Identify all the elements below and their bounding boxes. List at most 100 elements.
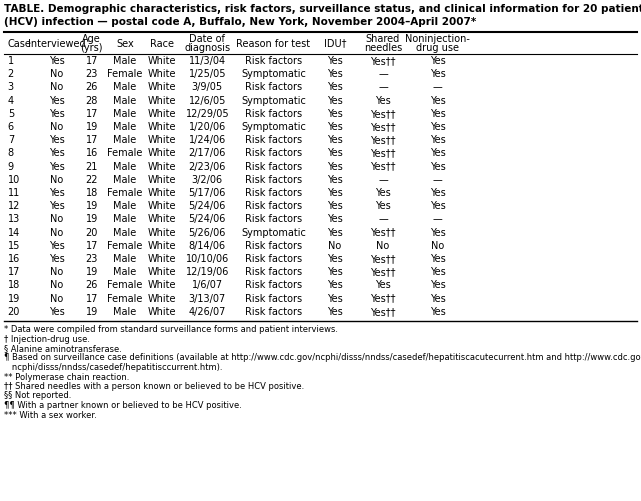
Text: White: White xyxy=(147,69,176,79)
Text: Yes: Yes xyxy=(327,188,343,198)
Text: Male: Male xyxy=(113,267,137,277)
Text: White: White xyxy=(147,267,176,277)
Text: Shared: Shared xyxy=(366,34,400,44)
Text: Yes††: Yes†† xyxy=(370,162,395,172)
Text: Male: Male xyxy=(113,109,137,119)
Text: 14: 14 xyxy=(8,227,20,237)
Text: No: No xyxy=(376,241,390,251)
Text: 11: 11 xyxy=(8,188,20,198)
Text: No: No xyxy=(50,122,63,132)
Text: 10: 10 xyxy=(8,175,20,185)
Text: Yes: Yes xyxy=(327,122,343,132)
Text: Yes††: Yes†† xyxy=(370,148,395,158)
Text: 19: 19 xyxy=(85,267,98,277)
Text: Yes: Yes xyxy=(327,56,343,66)
Text: (HCV) infection — postal code A, Buffalo, New York, November 2004–April 2007*: (HCV) infection — postal code A, Buffalo… xyxy=(4,17,476,27)
Text: Yes: Yes xyxy=(327,148,343,158)
Text: Case: Case xyxy=(8,39,31,49)
Text: 5/24/06: 5/24/06 xyxy=(188,214,226,224)
Text: 17: 17 xyxy=(85,241,98,251)
Text: Symptomatic: Symptomatic xyxy=(241,96,306,106)
Text: Risk factors: Risk factors xyxy=(245,254,302,264)
Text: 2: 2 xyxy=(8,69,14,79)
Text: 9: 9 xyxy=(8,162,14,172)
Text: Male: Male xyxy=(113,122,137,132)
Text: Risk factors: Risk factors xyxy=(245,162,302,172)
Text: 17: 17 xyxy=(85,109,98,119)
Text: 23: 23 xyxy=(85,254,98,264)
Text: White: White xyxy=(147,294,176,304)
Text: Yes: Yes xyxy=(430,96,445,106)
Text: Yes: Yes xyxy=(327,201,343,211)
Text: —: — xyxy=(378,175,388,185)
Text: White: White xyxy=(147,227,176,237)
Text: † Injection-drug use.: † Injection-drug use. xyxy=(4,335,90,344)
Text: White: White xyxy=(147,148,176,158)
Text: Yes: Yes xyxy=(430,281,445,291)
Text: Male: Male xyxy=(113,82,137,92)
Text: 1/24/06: 1/24/06 xyxy=(188,135,226,145)
Text: 19: 19 xyxy=(85,201,98,211)
Text: *** With a sex worker.: *** With a sex worker. xyxy=(4,410,97,419)
Text: Male: Male xyxy=(113,96,137,106)
Text: White: White xyxy=(147,281,176,291)
Text: Risk factors: Risk factors xyxy=(245,267,302,277)
Text: 19: 19 xyxy=(85,122,98,132)
Text: Yes††: Yes†† xyxy=(370,122,395,132)
Text: Symptomatic: Symptomatic xyxy=(241,227,306,237)
Text: 8: 8 xyxy=(8,148,14,158)
Text: 12/19/06: 12/19/06 xyxy=(186,267,229,277)
Text: Female: Female xyxy=(107,188,143,198)
Text: 20: 20 xyxy=(85,227,98,237)
Text: Risk factors: Risk factors xyxy=(245,82,302,92)
Text: 5/17/06: 5/17/06 xyxy=(188,188,226,198)
Text: Risk factors: Risk factors xyxy=(245,56,302,66)
Text: 4/26/07: 4/26/07 xyxy=(188,307,226,317)
Text: No: No xyxy=(50,267,63,277)
Text: Yes: Yes xyxy=(327,82,343,92)
Text: §§ Not reported.: §§ Not reported. xyxy=(4,391,71,400)
Text: Male: Male xyxy=(113,214,137,224)
Text: Yes: Yes xyxy=(375,281,391,291)
Text: 17: 17 xyxy=(85,135,98,145)
Text: 6: 6 xyxy=(8,122,14,132)
Text: White: White xyxy=(147,96,176,106)
Text: Yes: Yes xyxy=(327,294,343,304)
Text: Yes: Yes xyxy=(327,162,343,172)
Text: Yes††: Yes†† xyxy=(370,254,395,264)
Text: No: No xyxy=(50,175,63,185)
Text: Yes: Yes xyxy=(430,267,445,277)
Text: White: White xyxy=(147,201,176,211)
Text: 1: 1 xyxy=(8,56,14,66)
Text: 17: 17 xyxy=(85,56,98,66)
Text: § Alanine aminotransferase.: § Alanine aminotransferase. xyxy=(4,344,122,353)
Text: Yes: Yes xyxy=(49,148,64,158)
Text: Female: Female xyxy=(107,69,143,79)
Text: Sex: Sex xyxy=(116,39,134,49)
Text: Yes: Yes xyxy=(49,109,64,119)
Text: 3/2/06: 3/2/06 xyxy=(192,175,223,185)
Text: Male: Male xyxy=(113,201,137,211)
Text: No: No xyxy=(50,69,63,79)
Text: Yes: Yes xyxy=(430,307,445,317)
Text: * Data were compiled from standard surveillance forms and patient interviews.: * Data were compiled from standard surve… xyxy=(4,325,338,334)
Text: Yes: Yes xyxy=(49,135,64,145)
Text: 16: 16 xyxy=(8,254,20,264)
Text: Yes: Yes xyxy=(430,135,445,145)
Text: 8/14/06: 8/14/06 xyxy=(189,241,226,251)
Text: White: White xyxy=(147,175,176,185)
Text: Yes††: Yes†† xyxy=(370,267,395,277)
Text: 11/3/04: 11/3/04 xyxy=(189,56,226,66)
Text: Date of: Date of xyxy=(190,34,225,44)
Text: Yes: Yes xyxy=(327,214,343,224)
Text: Risk factors: Risk factors xyxy=(245,307,302,317)
Text: 10/10/06: 10/10/06 xyxy=(186,254,229,264)
Text: 3/13/07: 3/13/07 xyxy=(188,294,226,304)
Text: White: White xyxy=(147,214,176,224)
Text: Risk factors: Risk factors xyxy=(245,175,302,185)
Text: Female: Female xyxy=(107,294,143,304)
Text: Yes: Yes xyxy=(327,267,343,277)
Text: Yes: Yes xyxy=(327,227,343,237)
Text: 3/9/05: 3/9/05 xyxy=(192,82,223,92)
Text: No: No xyxy=(431,241,444,251)
